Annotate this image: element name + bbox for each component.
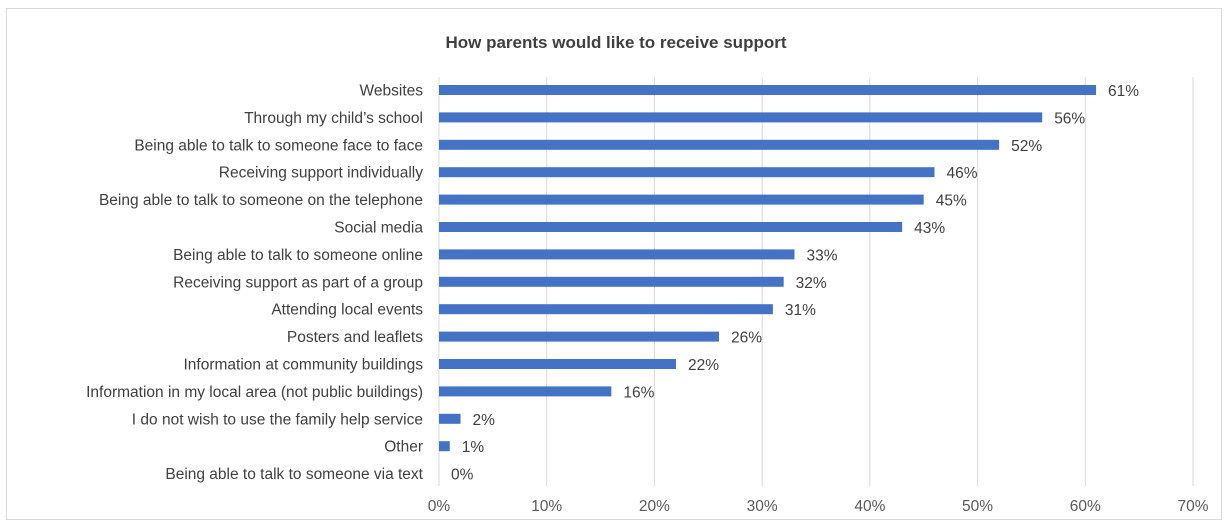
category-label: Information at community buildings	[183, 357, 423, 374]
category-label: Being able to talk to someone on the tel…	[99, 192, 423, 209]
category-label: Through my child’s school	[244, 110, 423, 127]
x-tick-label: 60%	[1070, 498, 1101, 515]
data-label: 31%	[785, 302, 816, 319]
category-label: Information in my local area (not public…	[86, 384, 423, 401]
bar	[439, 85, 1097, 95]
category-label: Being able to talk to someone face to fa…	[134, 137, 423, 154]
data-label: 56%	[1054, 110, 1085, 127]
x-tick-label: 40%	[854, 498, 885, 515]
bar	[439, 139, 1000, 150]
bar	[439, 194, 924, 205]
bar	[439, 331, 720, 342]
data-label: 26%	[731, 330, 762, 347]
bar	[439, 386, 612, 397]
category-label: Websites	[360, 83, 424, 100]
data-label: 46%	[946, 165, 977, 182]
x-tick-label: 70%	[1177, 498, 1208, 515]
x-axis-ticks: 0% 10% 20% 30% 40% 50% 60% 70%	[428, 498, 1209, 515]
data-label: 61%	[1108, 83, 1139, 100]
data-label: 0%	[451, 467, 474, 484]
data-label: 43%	[914, 220, 945, 237]
data-label: 1%	[462, 439, 485, 456]
chart-title: How parents would like to receive suppor…	[445, 33, 786, 52]
bar	[439, 413, 461, 424]
data-label: 22%	[688, 357, 719, 374]
bar	[439, 276, 784, 287]
x-tick-label: 0%	[428, 498, 451, 515]
category-label: Social media	[334, 220, 423, 237]
category-labels: Websites Through my child’s school Being a…	[86, 83, 424, 484]
bar	[439, 441, 450, 452]
category-label: Receiving support individually	[219, 165, 423, 182]
x-tick-label: 20%	[639, 498, 670, 515]
bar	[439, 359, 676, 369]
category-label: I do not wish to use the family help ser…	[132, 411, 423, 428]
data-label: 45%	[936, 193, 967, 210]
bar	[439, 304, 773, 315]
category-label: Posters and leaflets	[287, 329, 423, 346]
x-tick-label: 10%	[531, 498, 562, 515]
bar	[439, 249, 795, 260]
data-labels: 61% 56% 52% 46% 45% 43% 33% 32% 31% 26% 22% 16% 2% 1%…	[451, 83, 1139, 484]
bar	[439, 112, 1043, 123]
x-tick-label: 30%	[747, 498, 778, 515]
category-label: Attending local events	[271, 302, 423, 319]
data-label: 33%	[806, 247, 837, 264]
bar	[439, 167, 935, 178]
category-label: Other	[384, 439, 423, 456]
data-label: 16%	[623, 384, 654, 401]
chart-frame: How parents would like to receive suppor…	[6, 8, 1222, 520]
category-label: Being able to talk to someone online	[173, 247, 423, 264]
data-label: 2%	[473, 412, 496, 429]
category-label: Being able to talk to someone via text	[165, 466, 423, 483]
data-label: 52%	[1011, 138, 1042, 155]
bar	[439, 222, 903, 232]
x-tick-label: 50%	[962, 498, 993, 515]
bar-chart: How parents would like to receive suppor…	[86, 33, 1209, 515]
bars	[439, 85, 1097, 452]
category-label: Receiving support as part of a group	[173, 274, 423, 291]
data-label: 32%	[796, 275, 827, 292]
